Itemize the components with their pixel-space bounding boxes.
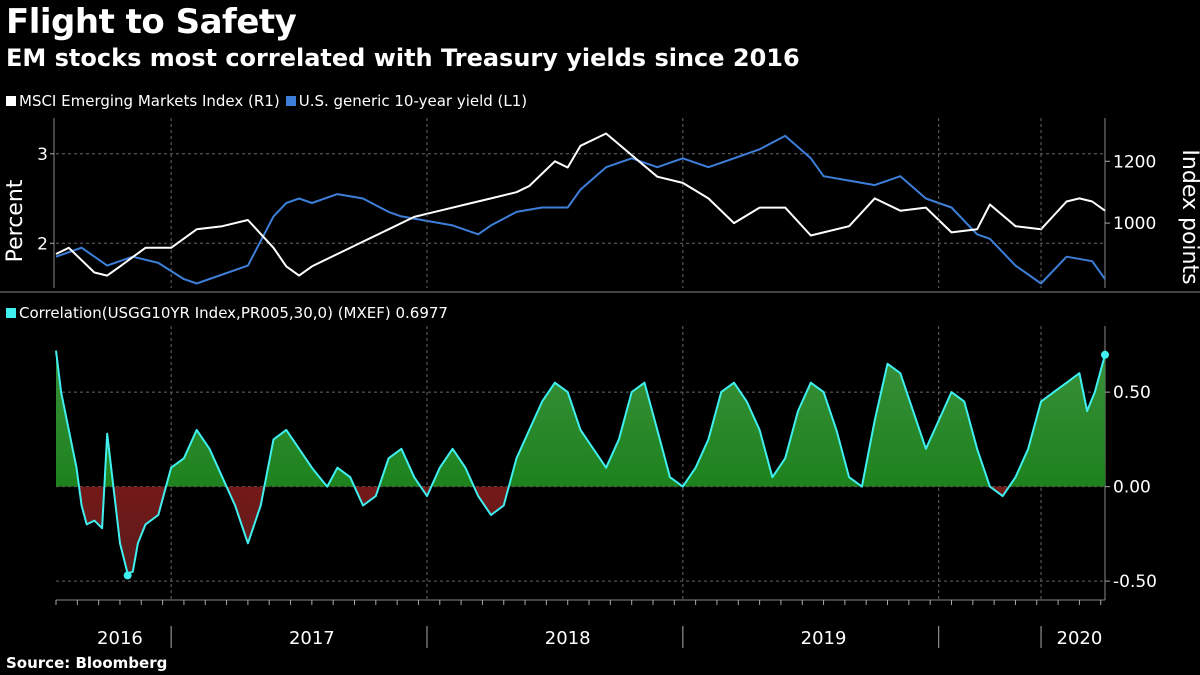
chart-subtitle: EM stocks most correlated with Treasury … xyxy=(6,44,800,72)
legend-label-correlation: Correlation(USGG10YR Index,PR005,30,0) (… xyxy=(19,304,448,322)
x-year-label: 2018 xyxy=(545,628,591,649)
top-legend: MSCI Emerging Markets Index (R1) U.S. ge… xyxy=(6,92,533,110)
min-correlation-marker xyxy=(123,571,132,580)
legend-label-yield: U.S. generic 10-year yield (L1) xyxy=(298,92,528,110)
legend-item-msci: MSCI Emerging Markets Index (R1) xyxy=(6,92,280,110)
x-year-label: 2020 xyxy=(1057,628,1103,649)
top-panel: 3 2 1200 1000 Percent Index points xyxy=(0,118,1200,293)
positive-correlation-area xyxy=(56,350,1105,487)
right-tick-label: 1200 xyxy=(1113,152,1156,172)
negative-correlation-area xyxy=(56,486,1105,574)
x-year-label: 2017 xyxy=(289,628,335,649)
left-axis-title: Percent xyxy=(3,179,28,262)
correlation-tick-label: 0.50 xyxy=(1113,383,1151,403)
x-axis: 2016 2017 2018 2019 2020 xyxy=(55,599,1105,649)
legend-item-correlation: Correlation(USGG10YR Index,PR005,30,0) (… xyxy=(6,304,448,322)
yield-series-line xyxy=(55,134,1106,285)
chart-title: Flight to Safety xyxy=(6,2,297,42)
legend-swatch-msci xyxy=(6,96,16,106)
x-year-label: 2016 xyxy=(97,628,143,649)
x-year-label: 2019 xyxy=(801,628,847,649)
bottom-legend: Correlation(USGG10YR Index,PR005,30,0) (… xyxy=(6,304,454,322)
legend-label-msci: MSCI Emerging Markets Index (R1) xyxy=(19,92,280,110)
msci-series-line xyxy=(55,132,1106,277)
left-tick-label: 3 xyxy=(37,145,48,165)
left-tick-label: 2 xyxy=(37,234,48,254)
last-correlation-marker xyxy=(1101,350,1109,359)
legend-swatch-yield xyxy=(285,96,296,106)
legend-swatch-correlation xyxy=(6,308,16,318)
right-axis-title: Index points xyxy=(1177,149,1200,284)
right-tick-label: 1000 xyxy=(1113,214,1156,234)
legend-item-yield: U.S. generic 10-year yield (L1) xyxy=(285,92,528,110)
bottom-panel: 0.50 0.00 -0.50 xyxy=(55,326,1157,600)
correlation-series-line xyxy=(55,350,1106,575)
source-note: Source: Bloomberg xyxy=(6,654,168,672)
correlation-tick-label: 0.00 xyxy=(1113,478,1151,498)
correlation-tick-label: -0.50 xyxy=(1113,572,1157,592)
